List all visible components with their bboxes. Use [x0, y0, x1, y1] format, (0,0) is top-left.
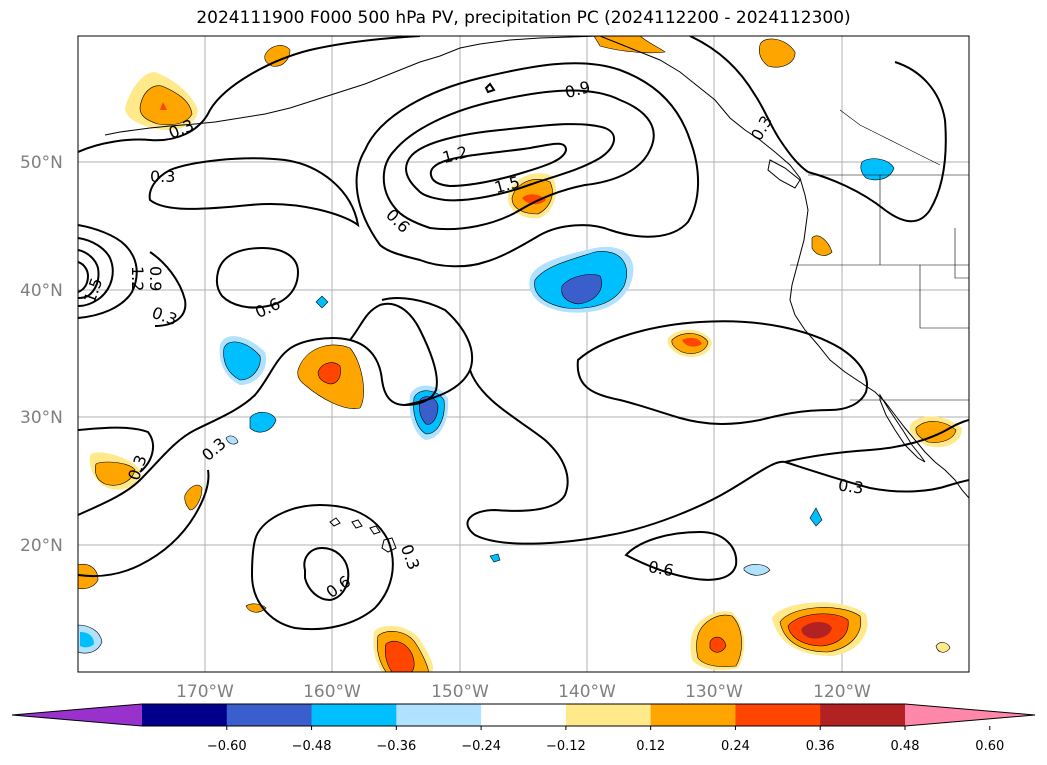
lon-axis-labels: 170°W 160°W 150°W 140°W 130°W 120°W [176, 682, 871, 702]
contour-label: 0.6 [647, 557, 675, 580]
colorbar-segment [311, 704, 397, 726]
precip-positive-small-6 [758, 38, 796, 68]
coastlines [104, 36, 969, 553]
colorbar-segment [226, 704, 313, 726]
colorbar-extend-low [12, 704, 142, 726]
lon-label: 170°W [176, 682, 234, 702]
colorbar-segment [396, 704, 482, 726]
lat-label: 40°N [20, 281, 63, 301]
colorbar-segment [650, 704, 736, 726]
colorbar-tick-label: 0.36 [806, 739, 835, 754]
lon-label: 120°W [813, 682, 871, 702]
colorbar-outline [11, 703, 1036, 727]
precip-positive-left-28n [89, 452, 140, 490]
map-title: 2024111900 F000 500 hPa PV, precipitatio… [196, 8, 851, 28]
colorbar-tick-label: −0.48 [292, 739, 332, 754]
lon-label: 130°W [685, 682, 743, 702]
colorbar-segment [820, 704, 906, 726]
colorbar-tick-label: −0.24 [461, 739, 501, 754]
lon-label: 160°W [303, 682, 361, 702]
precip-negative-small-2 [315, 295, 329, 309]
colorbar-tick-label: 0.12 [636, 739, 665, 754]
contour-label: 0.9 [146, 266, 165, 291]
precip-negative-50n-120w [860, 158, 895, 181]
colorbar-tick-label: 0.48 [891, 739, 920, 754]
precip-negative-40n-140w [529, 246, 634, 313]
precip-negative-left-bottom-2 [80, 632, 94, 648]
colorbar-tick-label: −0.36 [376, 739, 416, 754]
precip-positive-small-5 [935, 642, 951, 653]
gridlines [78, 36, 969, 672]
lon-label: 140°W [558, 682, 616, 702]
colorbar: −0.60 −0.48 −0.36 −0.24 −0.12 0.12 0.24 0.36 0.4… [11, 703, 1036, 754]
precip-negative-small-4 [809, 507, 823, 527]
precip-positive-small-8 [811, 235, 833, 256]
precip-negative-small-5 [489, 553, 501, 563]
precip-negative-small-1 [225, 435, 239, 445]
precip-negative-36n-165w [219, 336, 267, 385]
colorbar-segment [481, 704, 567, 726]
precip-negative-32n-148w [409, 385, 449, 440]
precip-negative-small-3 [743, 564, 771, 576]
precip-positive-bottom-130w [690, 611, 745, 670]
colorbar-tick-label: −0.12 [546, 739, 586, 754]
colorbar-tick-label: 0.60 [975, 739, 1004, 754]
precip-positive-small-2 [184, 484, 203, 511]
colorbar-segment [735, 704, 821, 726]
colorbar-tick-label: −0.60 [207, 739, 247, 754]
lat-label: 30°N [20, 408, 63, 428]
precip-positive-alaska-gulf-west [125, 72, 198, 130]
pv-contours [78, 36, 969, 631]
plot-border [77, 35, 970, 673]
colorbar-tick-label: 0.24 [721, 739, 750, 754]
contour-label: 1.2 [128, 266, 147, 291]
precip-positive-small-1 [264, 45, 291, 67]
colorbar-segment [142, 704, 228, 726]
colorbar-extend-high [905, 704, 1035, 726]
precip-positive-bottom-center [373, 625, 434, 672]
lat-label: 20°N [20, 536, 63, 556]
plot-area [78, 36, 969, 672]
precip-positive-32n-130w [667, 329, 712, 358]
precip-negative-30n-166w [249, 411, 277, 433]
lat-axis-labels: 50°N 40°N 30°N 20°N [20, 153, 63, 556]
precip-positive-central-35n [297, 344, 364, 409]
borders [790, 109, 969, 401]
contour-label: 0.3 [837, 475, 865, 497]
colorbar-segment [565, 704, 652, 726]
precip-shading [78, 36, 962, 672]
contour-label: 0.3 [150, 167, 175, 186]
lat-label: 50°N [20, 153, 63, 173]
lon-label: 150°W [431, 682, 489, 702]
precip-positive-bottom-120w [772, 602, 868, 656]
